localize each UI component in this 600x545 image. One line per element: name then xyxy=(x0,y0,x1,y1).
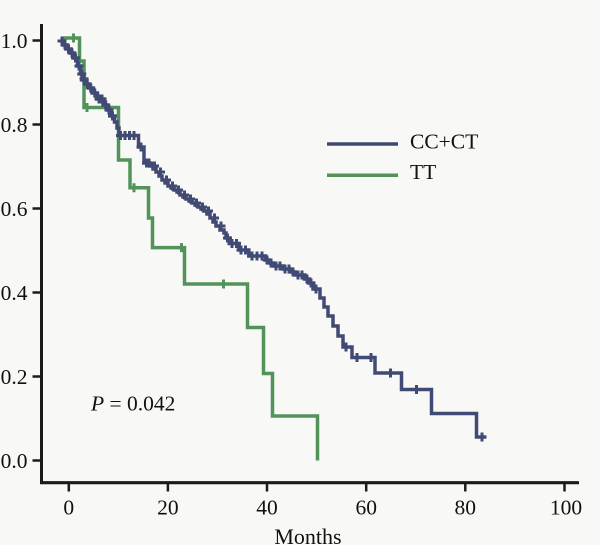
svg-text:60: 60 xyxy=(355,496,377,520)
svg-text:0.2: 0.2 xyxy=(1,365,28,389)
svg-text:1.0: 1.0 xyxy=(1,29,28,53)
svg-text:80: 80 xyxy=(455,496,477,520)
svg-text:P = 0.042: P = 0.042 xyxy=(90,392,175,416)
svg-text:Months: Months xyxy=(274,524,341,545)
svg-text:CC+CT: CC+CT xyxy=(410,130,478,154)
svg-text:0: 0 xyxy=(63,496,74,520)
svg-text:0.0: 0.0 xyxy=(1,449,28,473)
svg-text:0.8: 0.8 xyxy=(1,113,28,137)
svg-text:20: 20 xyxy=(157,496,179,520)
svg-text:0.4: 0.4 xyxy=(1,281,28,305)
svg-text:TT: TT xyxy=(410,160,436,184)
svg-text:40: 40 xyxy=(256,496,278,520)
svg-text:100: 100 xyxy=(550,496,582,520)
svg-text:0.6: 0.6 xyxy=(1,197,28,221)
